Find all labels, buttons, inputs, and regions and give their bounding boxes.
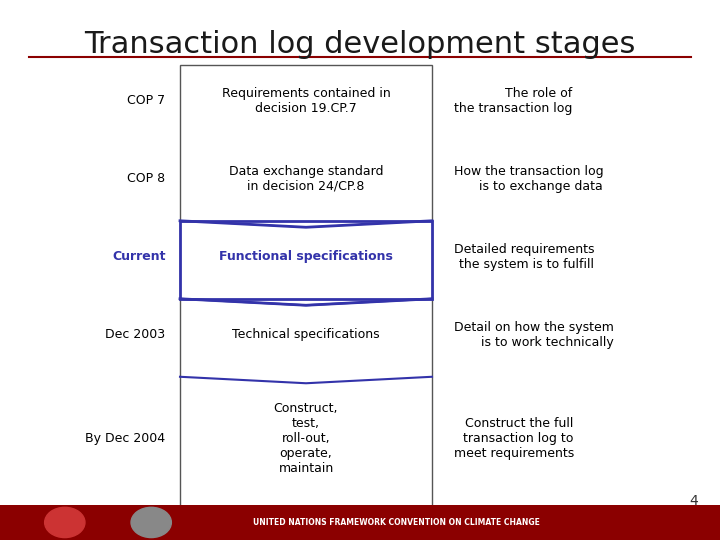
Text: Detailed requirements
the system is to fulfill: Detailed requirements the system is to f… bbox=[454, 242, 594, 271]
Text: Construct,
test,
roll-out,
operate,
maintain: Construct, test, roll-out, operate, main… bbox=[274, 402, 338, 475]
Text: How the transaction log
is to exchange data: How the transaction log is to exchange d… bbox=[454, 165, 603, 193]
Text: Construct the full
transaction log to
meet requirements: Construct the full transaction log to me… bbox=[454, 417, 574, 461]
Text: The role of
the transaction log: The role of the transaction log bbox=[454, 86, 572, 114]
Text: Functional specifications: Functional specifications bbox=[219, 250, 393, 263]
FancyBboxPatch shape bbox=[180, 65, 432, 508]
Text: COP 8: COP 8 bbox=[127, 172, 166, 185]
Text: By Dec 2004: By Dec 2004 bbox=[86, 433, 166, 446]
Text: 4: 4 bbox=[690, 494, 698, 508]
Text: Dec 2003: Dec 2003 bbox=[105, 328, 166, 341]
Circle shape bbox=[131, 508, 171, 538]
Text: Technical specifications: Technical specifications bbox=[232, 328, 380, 341]
FancyBboxPatch shape bbox=[0, 505, 720, 540]
Text: Transaction log development stages: Transaction log development stages bbox=[84, 30, 636, 59]
Text: Current: Current bbox=[112, 250, 166, 263]
Text: Detail on how the system
is to work technically: Detail on how the system is to work tech… bbox=[454, 321, 613, 348]
Text: Data exchange standard
in decision 24/CP.8: Data exchange standard in decision 24/CP… bbox=[229, 165, 383, 193]
Text: Requirements contained in
decision 19.CP.7: Requirements contained in decision 19.CP… bbox=[222, 86, 390, 114]
Text: COP 7: COP 7 bbox=[127, 94, 166, 107]
Circle shape bbox=[45, 508, 85, 538]
Text: UNITED NATIONS FRAMEWORK CONVENTION ON CLIMATE CHANGE: UNITED NATIONS FRAMEWORK CONVENTION ON C… bbox=[253, 518, 539, 527]
FancyBboxPatch shape bbox=[180, 221, 432, 299]
